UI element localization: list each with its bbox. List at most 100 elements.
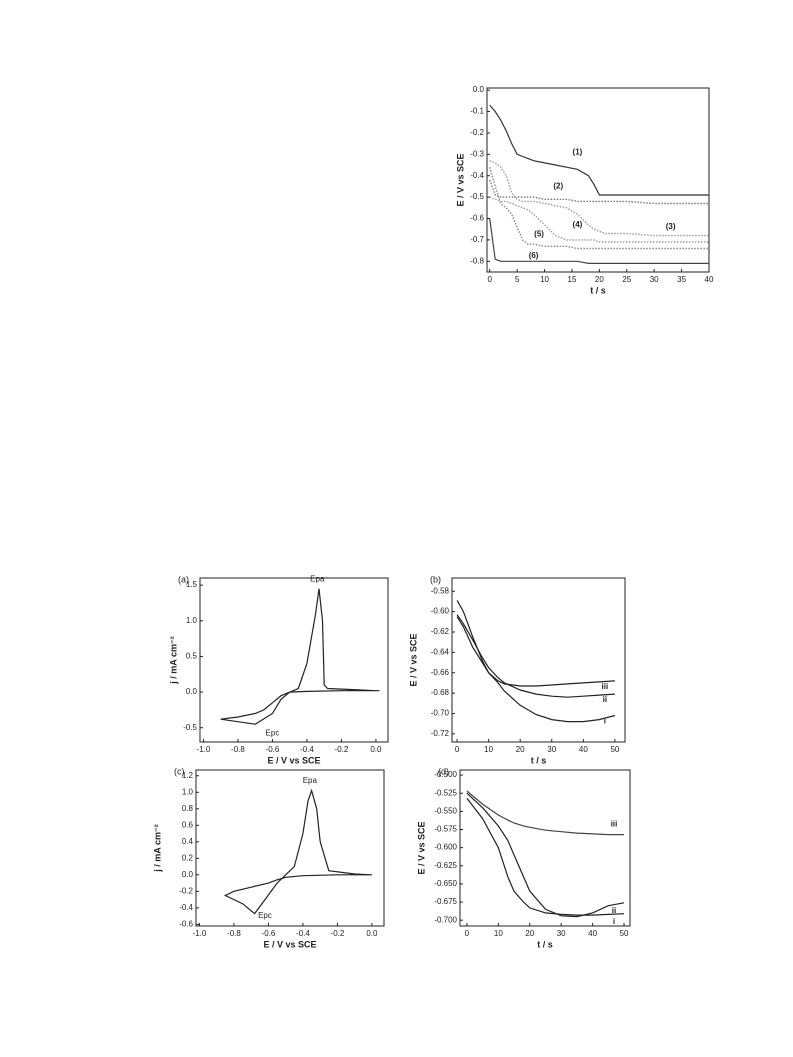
x-tick-label: -1.0 — [197, 745, 211, 754]
series-line — [456, 614, 615, 698]
y-tick-label: -0.1 — [470, 107, 484, 116]
x-tick-label: -1.0 — [193, 929, 207, 938]
x-axis-label: E / V vs SCE — [263, 939, 316, 949]
panel-label: (c) — [174, 766, 185, 776]
y-tick-label: -0.2 — [179, 886, 193, 895]
x-tick-label: 30 — [557, 929, 566, 938]
y-tick-label: -0.64 — [431, 647, 450, 656]
plot-frame — [451, 577, 626, 743]
series-label: ii — [612, 906, 616, 915]
y-tick-label: -0.650 — [434, 879, 457, 888]
series-line — [489, 167, 709, 250]
x-tick-label: 40 — [579, 745, 588, 754]
series-label: ii — [603, 695, 607, 704]
chart: -1.0 -0.8 -0.6 -0.4 -0.2 0.0 -0.6 -0.4 -0.2 0.0 0.… — [152, 766, 385, 949]
series-label: (3) — [666, 222, 676, 231]
x-tick-label: 5 — [515, 275, 520, 284]
x-tick-label: 20 — [516, 745, 525, 754]
y-tick-label: -0.58 — [431, 586, 450, 595]
y-tick-label: -0.4 — [470, 171, 484, 180]
series-label: (1) — [573, 147, 583, 156]
series-line — [489, 196, 709, 243]
x-tick-label: 0.0 — [370, 745, 382, 754]
x-axis-label: t / s — [537, 939, 553, 949]
y-tick-label: -0.60 — [431, 607, 450, 616]
chart: 0 10 20 30 40 50 -0.58 -0.60 -0.62 -0.64 -0.66 -0.6… — [408, 574, 626, 765]
y-axis-label: E / V vs SCE — [408, 633, 418, 686]
y-tick-label: 0.0 — [182, 870, 194, 879]
x-tick-label: 30 — [547, 745, 556, 754]
y-tick-label: 0.4 — [182, 837, 194, 846]
x-tick-label: 15 — [568, 275, 577, 284]
annotation: Epc — [266, 729, 280, 738]
series-line — [456, 616, 616, 723]
y-tick-label: 0.2 — [182, 853, 194, 862]
x-axis-label: E / V vs SCE — [267, 755, 320, 765]
y-tick-label: -0.62 — [431, 627, 450, 636]
y-tick-label: -0.6 — [470, 214, 484, 223]
x-tick-label: 0 — [465, 929, 470, 938]
series-line — [466, 797, 625, 916]
annotation: Epa — [303, 776, 318, 785]
x-tick-label: 20 — [595, 275, 604, 284]
plot-frame — [195, 769, 385, 927]
chart: 0 5 10 15 20 25 30 35 40 0.0 -0.1 -0.2 -0.3 -0.4 -0.5 -… — [455, 85, 714, 295]
y-tick-label: 0.6 — [182, 820, 194, 829]
x-tick-label: 20 — [525, 929, 534, 938]
y-tick-label: 1.2 — [182, 771, 194, 780]
x-tick-label: 50 — [620, 929, 629, 938]
x-tick-label: -0.4 — [300, 745, 314, 754]
series-line — [489, 104, 709, 196]
chart: 0 10 20 30 40 50 -0.500 -0.525 -0.550 -0.575 -0.60… — [416, 766, 631, 949]
y-tick-label: 0.5 — [186, 652, 198, 661]
series-label: i — [613, 917, 615, 926]
plot-frame — [459, 769, 631, 927]
x-tick-label: 35 — [677, 275, 686, 284]
y-axis-label: E / V vs SCE — [416, 821, 426, 874]
y-tick-label: -0.5 — [470, 192, 484, 201]
y-tick-label: -0.575 — [434, 825, 457, 834]
series-line — [466, 790, 624, 836]
panel-label: (a) — [178, 574, 189, 584]
x-tick-label: -0.8 — [227, 929, 241, 938]
y-tick-label: -0.8 — [470, 256, 484, 265]
series-line — [489, 218, 709, 264]
x-tick-label: 10 — [540, 275, 549, 284]
annotation: Epc — [258, 911, 272, 920]
y-tick-label: -0.525 — [434, 788, 457, 797]
x-axis-label: t / s — [590, 285, 606, 295]
y-tick-label: -0.7 — [470, 235, 484, 244]
y-tick-label: -0.550 — [434, 806, 457, 815]
series-label: (6) — [529, 251, 539, 260]
series-line — [489, 160, 709, 237]
y-tick-label: -0.500 — [434, 770, 457, 779]
y-tick-label: 1.5 — [186, 580, 198, 589]
panel-label: (b) — [430, 574, 441, 584]
y-tick-label: 0.0 — [186, 687, 198, 696]
y-tick-label: 0.8 — [182, 804, 194, 813]
series-label: i — [604, 717, 606, 726]
series-line — [466, 792, 625, 918]
y-tick-label: -0.72 — [431, 729, 450, 738]
series-label: iii — [602, 682, 609, 691]
y-tick-label: -0.600 — [434, 843, 457, 852]
x-tick-label: 0 — [488, 275, 493, 284]
series-label: (5) — [534, 230, 544, 239]
series-line — [489, 179, 709, 205]
chart: -1.0 -0.8 -0.6 -0.4 -0.2 0.0 -0.5 0.0 0.5 1.0 1.5 E… — [168, 574, 389, 765]
y-tick-label: -0.700 — [434, 915, 457, 924]
x-tick-label: 40 — [588, 929, 597, 938]
y-tick-label: -0.5 — [183, 723, 197, 732]
y-tick-label: -0.3 — [470, 149, 484, 158]
y-tick-label: 1.0 — [186, 616, 198, 625]
x-tick-label: -0.6 — [262, 929, 276, 938]
y-tick-label: -0.68 — [431, 688, 450, 697]
y-tick-label: -0.70 — [431, 709, 450, 718]
plot-frame — [486, 87, 710, 273]
y-axis-label: E / V vs SCE — [455, 153, 465, 206]
x-tick-label: 50 — [610, 745, 619, 754]
x-tick-label: 30 — [650, 275, 659, 284]
annotation: Epa — [310, 575, 325, 584]
x-tick-label: -0.6 — [266, 745, 280, 754]
